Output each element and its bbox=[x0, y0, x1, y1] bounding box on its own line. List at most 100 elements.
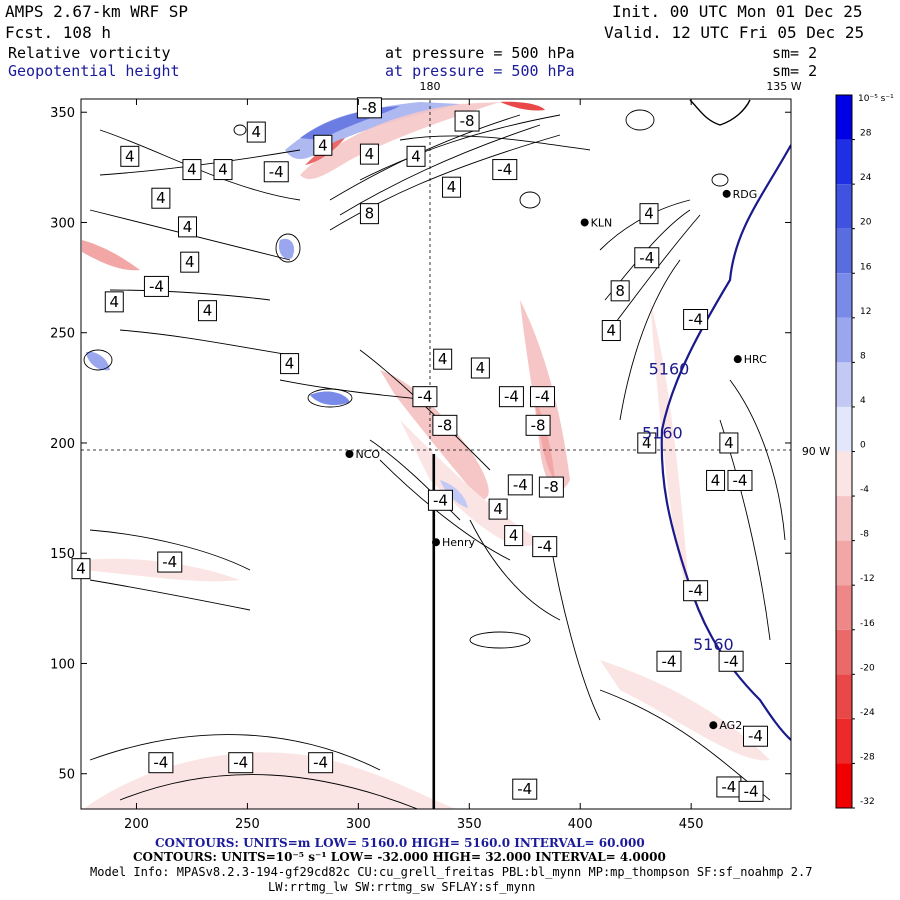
vorticity-label: -4 bbox=[634, 247, 660, 269]
vorticity-label: -4 bbox=[743, 725, 768, 747]
vorticity-fill-negative bbox=[82, 240, 140, 271]
station-label: HRC bbox=[744, 353, 767, 366]
svg-text:4: 4 bbox=[76, 560, 86, 578]
colorbar-tick-label: -28 bbox=[860, 752, 875, 762]
vorticity-fill-negative bbox=[83, 752, 457, 809]
vorticity-fill-positive bbox=[86, 351, 110, 371]
colorbar-tick-label: -8 bbox=[860, 530, 869, 540]
svg-text:4: 4 bbox=[476, 359, 486, 377]
vorticity-label: 4 bbox=[637, 432, 657, 454]
colorbar-swatch bbox=[836, 629, 852, 675]
svg-text:4: 4 bbox=[218, 161, 228, 179]
colorbar-tick-label: 24 bbox=[860, 173, 872, 183]
station-dot bbox=[345, 450, 354, 458]
vorticity-label: 4 bbox=[639, 203, 659, 225]
station-dot bbox=[432, 538, 440, 547]
vorticity-label: 4 bbox=[313, 134, 333, 156]
height-label: 5160 bbox=[649, 360, 690, 379]
vorticity-label: 4 bbox=[601, 320, 621, 342]
y-tick-label: 150 bbox=[50, 547, 75, 562]
vorticity-label: -4 bbox=[683, 308, 709, 330]
colorbar-tick-label: 0 bbox=[860, 441, 866, 451]
svg-text:8: 8 bbox=[365, 205, 375, 223]
svg-text:-4: -4 bbox=[537, 538, 552, 556]
vorticity-label: -4 bbox=[492, 159, 518, 181]
svg-text:4: 4 bbox=[252, 123, 262, 141]
vorticity-label: -4 bbox=[157, 551, 183, 573]
svg-text:4: 4 bbox=[365, 145, 375, 163]
vorticity-label: 4 bbox=[104, 291, 124, 313]
svg-text:-8: -8 bbox=[362, 99, 377, 117]
svg-text:-4: -4 bbox=[661, 652, 676, 670]
colorbar-swatch bbox=[836, 406, 852, 452]
svg-text:-4: -4 bbox=[153, 754, 168, 772]
colorbar-swatch bbox=[836, 451, 852, 497]
svg-text:-8: -8 bbox=[544, 478, 559, 496]
vorticity-label: -4 bbox=[427, 489, 453, 511]
svg-text:4: 4 bbox=[724, 434, 734, 452]
vorticity-label: -4 bbox=[412, 386, 438, 408]
vorticity-label: -4 bbox=[498, 386, 524, 408]
x-tick-label: 450 bbox=[679, 817, 704, 832]
colorbar-unit: 10⁻⁵ s⁻¹ bbox=[858, 94, 894, 104]
station-label: Henry bbox=[442, 536, 476, 549]
station-dot bbox=[709, 721, 718, 730]
x-tick-label: 200 bbox=[124, 817, 149, 832]
vorticity-label: -4 bbox=[507, 474, 533, 496]
svg-text:4: 4 bbox=[509, 527, 519, 545]
svg-text:-4: -4 bbox=[535, 388, 550, 406]
colorbar-swatch bbox=[836, 540, 852, 586]
svg-text:-4: -4 bbox=[313, 754, 328, 772]
y-tick-label: 100 bbox=[50, 657, 75, 672]
colorbar-swatch bbox=[836, 585, 852, 630]
svg-text:-4: -4 bbox=[269, 163, 284, 181]
vorticity-label: 4 bbox=[182, 159, 202, 181]
height-contour-info: CONTOURS: UNITS=m LOW= 5160.0 HIGH= 5160… bbox=[155, 836, 645, 850]
vorticity-label: 4 bbox=[246, 121, 266, 143]
station-dot bbox=[722, 189, 731, 198]
field2-smoothing: sm= 2 bbox=[772, 62, 818, 80]
svg-text:4: 4 bbox=[493, 500, 503, 518]
vorticity-label: -4 bbox=[683, 580, 709, 602]
svg-text:4: 4 bbox=[285, 355, 295, 373]
colorbar-tick-label: -12 bbox=[860, 574, 875, 584]
svg-text:-4: -4 bbox=[149, 277, 164, 295]
colorbar-swatch bbox=[836, 228, 852, 274]
colorbar-swatch bbox=[836, 184, 852, 229]
svg-text:-8: -8 bbox=[437, 416, 452, 434]
vorticity-label: -4 bbox=[228, 752, 254, 774]
height-contour-5160 bbox=[660, 144, 791, 741]
colorbar-swatch bbox=[836, 317, 852, 363]
vorticity-label: 4 bbox=[197, 300, 217, 322]
vorticity-label: -4 bbox=[530, 386, 555, 408]
vorticity-label: 4 bbox=[359, 143, 379, 165]
vorticity-label: -8 bbox=[525, 414, 551, 436]
vorticity-fill-negative bbox=[600, 660, 770, 761]
colorbar-swatch bbox=[836, 496, 852, 541]
svg-text:-4: -4 bbox=[744, 782, 759, 800]
svg-text:-4: -4 bbox=[497, 161, 512, 179]
svg-text:4: 4 bbox=[156, 189, 166, 207]
vorticity-label: -8 bbox=[538, 476, 564, 498]
lon-135w-label: 135 W bbox=[766, 80, 801, 93]
vorticity-label: 4 bbox=[504, 525, 524, 547]
vorticity-contour-info: CONTOURS: UNITS=10⁻⁵ s⁻¹ LOW= -32.000 HI… bbox=[133, 850, 666, 864]
vorticity-label: 4 bbox=[213, 159, 233, 181]
vorticity-fill-positive bbox=[278, 238, 295, 259]
field1-name: Relative vorticity bbox=[8, 44, 171, 62]
svg-text:-4: -4 bbox=[517, 780, 532, 798]
svg-text:-8: -8 bbox=[531, 416, 546, 434]
svg-text:4: 4 bbox=[185, 253, 195, 271]
svg-text:-4: -4 bbox=[639, 249, 654, 267]
vorticity-label: -4 bbox=[738, 780, 764, 802]
forecast-hour: Fcst. 108 h bbox=[5, 23, 111, 42]
vorticity-label: 4 bbox=[706, 469, 726, 491]
model-info: Model Info: MPASv8.2.3-194-gf29cd82c CU:… bbox=[90, 865, 813, 879]
plot-frame bbox=[80, 98, 792, 810]
vorticity-label: 4 bbox=[433, 348, 453, 370]
vorticity-label: -4 bbox=[727, 469, 753, 491]
station-dot bbox=[580, 218, 589, 227]
vorticity-label: 8 bbox=[359, 203, 379, 225]
svg-text:4: 4 bbox=[447, 178, 457, 196]
